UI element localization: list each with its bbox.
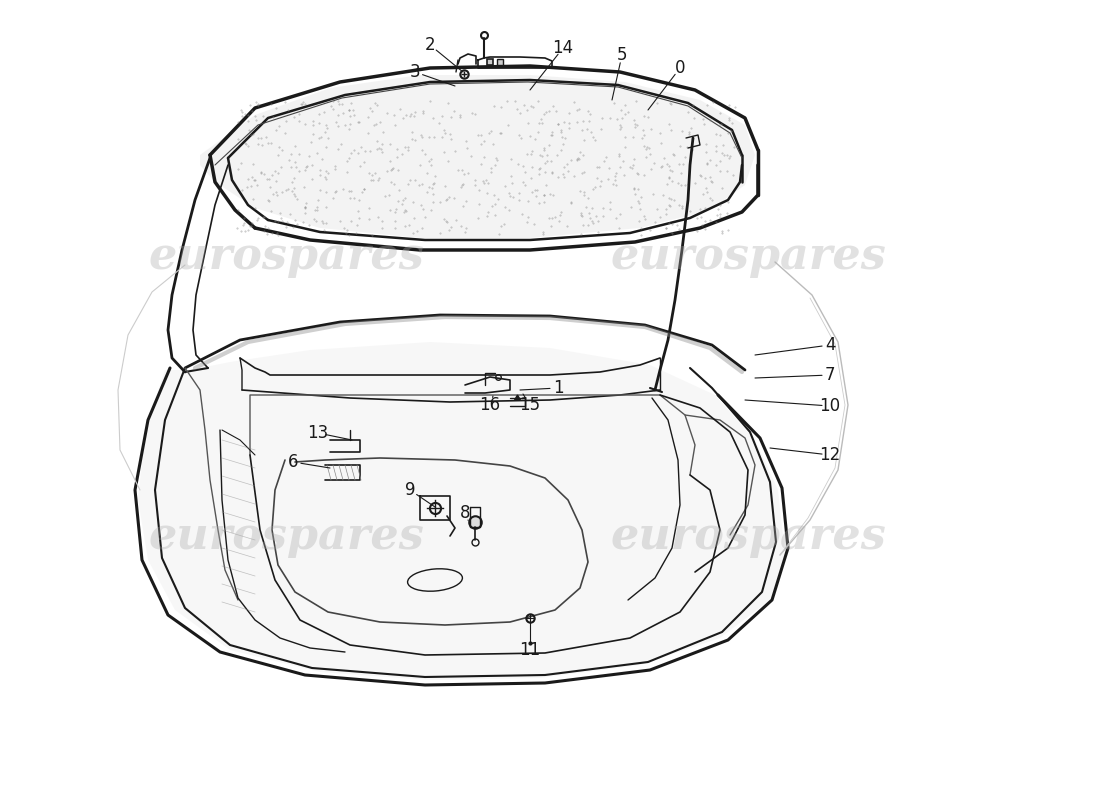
Text: 11: 11: [519, 641, 540, 659]
Text: 6: 6: [288, 453, 298, 471]
Text: 12: 12: [820, 446, 840, 464]
Text: 14: 14: [552, 39, 573, 57]
Text: 0: 0: [674, 59, 685, 77]
Text: 8: 8: [460, 504, 471, 522]
Text: eurospares: eurospares: [610, 234, 886, 278]
Text: 15: 15: [519, 396, 540, 414]
Text: eurospares: eurospares: [148, 234, 424, 278]
Text: 3: 3: [409, 63, 420, 81]
Text: 9: 9: [405, 481, 416, 499]
Polygon shape: [138, 342, 785, 680]
Text: 13: 13: [307, 424, 329, 442]
Text: 16: 16: [480, 396, 501, 414]
Text: 7: 7: [825, 366, 835, 384]
Polygon shape: [200, 75, 755, 238]
Text: 5: 5: [617, 46, 627, 64]
Text: 10: 10: [820, 397, 840, 415]
Text: 2: 2: [425, 36, 436, 54]
Text: 4: 4: [825, 336, 835, 354]
Text: 1: 1: [552, 379, 563, 397]
Text: eurospares: eurospares: [148, 514, 424, 558]
Text: eurospares: eurospares: [610, 514, 886, 558]
